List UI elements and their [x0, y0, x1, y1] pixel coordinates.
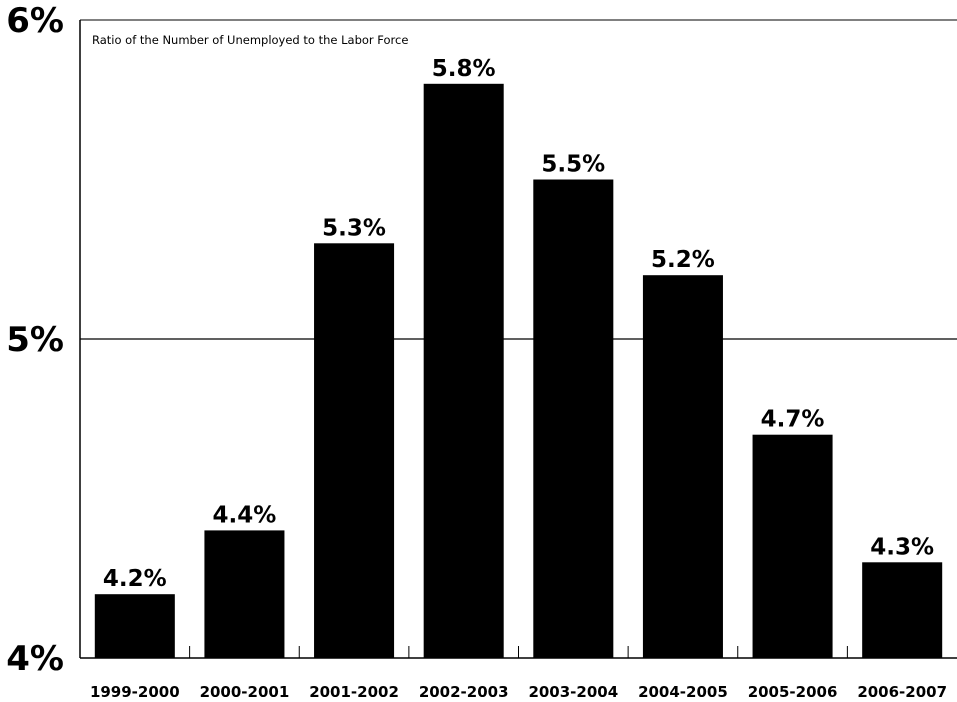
bar-2004-2005 — [642, 275, 723, 658]
bar-1999-2000 — [94, 594, 175, 658]
data-label-2006-2007: 4.3% — [870, 534, 934, 560]
y-tick-label-2: 6% — [6, 1, 64, 41]
data-label-2005-2006: 4.7% — [761, 407, 825, 433]
bar-2002-2003 — [423, 83, 504, 659]
bar-2005-2006 — [752, 434, 833, 658]
y-tick-labels: 4% 5% 6% — [6, 1, 64, 679]
bar-2003-2004 — [533, 179, 614, 658]
data-label-2002-2003: 5.8% — [432, 56, 496, 82]
bar-2001-2002 — [314, 243, 395, 659]
x-tick-label-2001-2002: 2001-2002 — [309, 683, 399, 701]
x-tick-label-2006-2007: 2006-2007 — [857, 683, 947, 701]
data-label-2003-2004: 5.5% — [541, 152, 605, 178]
x-tick-label-2003-2004: 2003-2004 — [528, 683, 618, 701]
data-label-2000-2001: 4.4% — [213, 502, 277, 528]
y-tick-label-0: 4% — [6, 639, 64, 679]
x-tick-label-2002-2003: 2002-2003 — [419, 683, 509, 701]
x-tick-label-2004-2005: 2004-2005 — [638, 683, 728, 701]
x-tick-label-2005-2006: 2005-2006 — [748, 683, 838, 701]
bar-2000-2001 — [204, 530, 285, 658]
data-label-2001-2002: 5.3% — [322, 215, 386, 241]
y-tick-label-1: 5% — [6, 320, 64, 360]
bars: 4.2% 4.4% 5.3% 5.8% 5.5% 5.2% 4.7% 4.3% — [94, 56, 943, 659]
data-label-1999-2000: 4.2% — [103, 566, 167, 592]
chart-subtitle: Ratio of the Number of Unemployed to the… — [92, 33, 408, 47]
x-tick-label-1999-2000: 1999-2000 — [90, 683, 180, 701]
x-tick-labels: 1999-2000 2000-2001 2001-2002 2002-2003 2003… — [90, 646, 947, 701]
gridlines — [80, 19, 957, 340]
data-label-2004-2005: 5.2% — [651, 247, 715, 273]
x-tick-label-2000-2001: 2000-2001 — [200, 683, 290, 701]
bar-2006-2007 — [862, 562, 943, 658]
